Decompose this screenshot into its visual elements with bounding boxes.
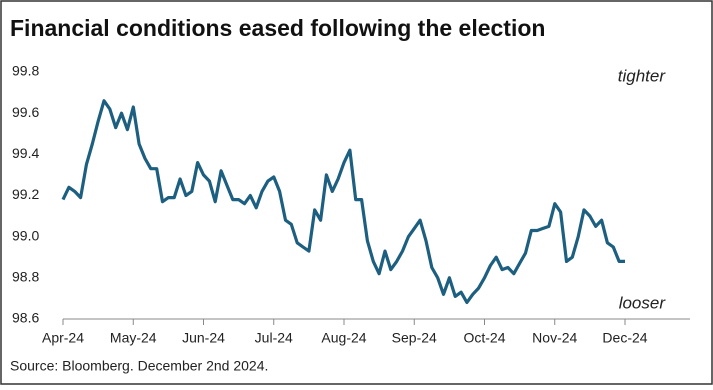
source: Source: Bloomberg. December 2nd 2024. bbox=[10, 358, 268, 374]
x-tick-label: Dec-24 bbox=[602, 330, 647, 346]
x-tick-label: Jul-24 bbox=[255, 330, 293, 346]
y-tick-label: 98.6 bbox=[12, 310, 39, 326]
y-tick-label: 99.0 bbox=[12, 227, 39, 243]
x-tick-label: Sep-24 bbox=[392, 330, 437, 346]
series-line bbox=[61, 99, 625, 305]
x-tick-label: Oct-24 bbox=[463, 330, 505, 346]
chart-title: Financial conditions eased following the… bbox=[10, 15, 545, 41]
x-tick-label: Apr-24 bbox=[42, 330, 84, 346]
x-tick-label: May-24 bbox=[110, 330, 157, 346]
x-tick-label: Nov-24 bbox=[532, 330, 577, 346]
y-tick-label: 99.4 bbox=[12, 145, 39, 161]
annotation: tighter bbox=[618, 66, 667, 85]
x-tick-label: Aug-24 bbox=[321, 330, 366, 346]
annotation: looser bbox=[619, 293, 667, 312]
y-tick-label: 99.2 bbox=[12, 186, 39, 202]
y-tick-label: 99.6 bbox=[12, 104, 39, 120]
y-tick-label: 98.8 bbox=[12, 269, 39, 285]
x-tick-label: Jun-24 bbox=[182, 330, 225, 346]
y-tick-label: 99.8 bbox=[12, 63, 39, 79]
